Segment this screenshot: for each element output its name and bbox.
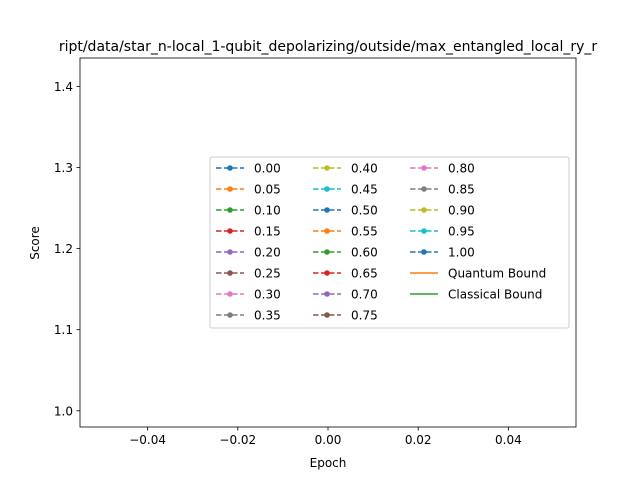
legend-item: 0.80 — [410, 162, 475, 176]
legend-marker — [421, 228, 427, 234]
legend-marker — [324, 186, 330, 192]
legend-marker — [421, 186, 427, 192]
legend-label: 0.55 — [351, 225, 378, 239]
legend-label: Classical Bound — [448, 288, 542, 302]
legend-marker — [324, 207, 330, 213]
legend-item: 0.55 — [313, 225, 378, 239]
legend-marker — [227, 270, 233, 276]
legend-marker — [227, 165, 233, 171]
y-tick-label: 1.3 — [54, 161, 73, 175]
legend-marker — [324, 228, 330, 234]
legend-item: Quantum Bound — [410, 267, 546, 281]
legend-label: 0.10 — [254, 204, 281, 218]
legend-label: 0.90 — [448, 204, 475, 218]
legend-marker — [421, 207, 427, 213]
x-tick-label: 0.02 — [405, 433, 432, 447]
legend-item: 0.05 — [216, 183, 281, 197]
legend-marker — [227, 186, 233, 192]
y-tick-label: 1.1 — [54, 323, 73, 337]
legend-item: 0.20 — [216, 246, 281, 260]
legend-label: 0.25 — [254, 267, 281, 281]
legend-label: 0.15 — [254, 225, 281, 239]
legend-label: 0.05 — [254, 183, 281, 197]
x-tick-label: −0.04 — [129, 433, 166, 447]
legend-item: 0.15 — [216, 225, 281, 239]
x-tick-label: 0.00 — [315, 433, 342, 447]
legend-marker — [421, 249, 427, 255]
y-axis-label: Score — [28, 226, 42, 260]
chart-title: ript/data/star_n-local_1-qubit_depolariz… — [59, 39, 598, 55]
legend-marker — [227, 207, 233, 213]
legend-label: 0.40 — [351, 162, 378, 176]
legend-label: Quantum Bound — [448, 267, 546, 281]
y-axis-ticks: 1.0 1.1 1.2 1.3 1.4 — [54, 80, 80, 418]
legend-item: 0.40 — [313, 162, 378, 176]
y-tick-label: 1.4 — [54, 80, 73, 94]
legend-marker — [227, 291, 233, 297]
legend-label: 0.65 — [351, 267, 378, 281]
legend-label: 0.50 — [351, 204, 378, 218]
legend-marker — [324, 270, 330, 276]
legend-label: 0.95 — [448, 225, 475, 239]
legend-item: 0.95 — [410, 225, 475, 239]
legend-item: 0.90 — [410, 204, 475, 218]
legend-marker — [324, 165, 330, 171]
legend-label: 0.35 — [254, 309, 281, 323]
legend-marker — [421, 165, 427, 171]
legend-label: 0.60 — [351, 246, 378, 260]
legend-item: 0.85 — [410, 183, 475, 197]
y-tick-label: 1.2 — [54, 242, 73, 256]
x-axis-ticks: −0.04 −0.02 0.00 0.02 0.04 — [129, 427, 522, 447]
x-tick-label: −0.02 — [219, 433, 256, 447]
legend-item: 0.10 — [216, 204, 281, 218]
legend-label: 0.30 — [254, 288, 281, 302]
legend-item: 0.25 — [216, 267, 281, 281]
y-tick-label: 1.0 — [54, 404, 73, 418]
legend-marker — [324, 291, 330, 297]
legend-item: 0.50 — [313, 204, 378, 218]
legend-box — [209, 156, 570, 329]
legend-marker — [227, 228, 233, 234]
legend-item: Classical Bound — [410, 288, 542, 302]
legend-marker — [227, 312, 233, 318]
legend-marker — [324, 312, 330, 318]
legend-label: 0.80 — [448, 162, 475, 176]
legend-label: 0.00 — [254, 162, 281, 176]
legend-marker — [324, 249, 330, 255]
legend-label: 0.75 — [351, 309, 378, 323]
legend-item: 0.60 — [313, 246, 378, 260]
legend-item: 0.65 — [313, 267, 378, 281]
legend-item: 0.45 — [313, 183, 378, 197]
legend-label: 1.00 — [448, 246, 475, 260]
legend-item: 0.35 — [216, 309, 281, 323]
legend-label: 0.70 — [351, 288, 378, 302]
legend-label: 0.45 — [351, 183, 378, 197]
legend-item: 0.70 — [313, 288, 378, 302]
legend-item: 1.00 — [410, 246, 475, 260]
plot-frame — [79, 57, 577, 428]
x-axis-label: Epoch — [310, 456, 347, 470]
legend-item: 0.75 — [313, 309, 378, 323]
legend-marker — [227, 249, 233, 255]
legend-label: 0.85 — [448, 183, 475, 197]
legend-item: 0.00 — [216, 162, 281, 176]
legend-item: 0.30 — [216, 288, 281, 302]
x-tick-label: 0.04 — [495, 433, 522, 447]
legend-label: 0.20 — [254, 246, 281, 260]
legend: 0.00 0.05 0.10 0.15 0.20 0.25 0.30 0.35 0.40 0.45… — [209, 156, 570, 329]
